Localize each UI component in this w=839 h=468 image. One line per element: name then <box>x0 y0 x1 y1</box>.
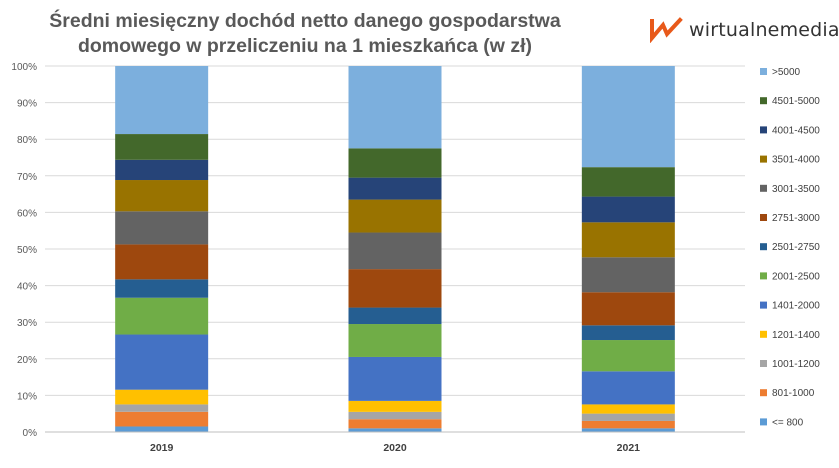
bar-segment <box>581 428 675 432</box>
y-tick-label: 70% <box>17 172 37 183</box>
bar-segment <box>115 211 209 245</box>
y-tick-label: 40% <box>17 282 37 293</box>
legend-swatch <box>760 97 767 105</box>
legend-label: 1401-2000 <box>772 301 820 312</box>
legend-swatch <box>760 68 767 75</box>
y-tick-label: 10% <box>17 391 37 402</box>
y-tick-label: 0% <box>23 428 38 439</box>
legend-label: 4501-5000 <box>772 96 820 107</box>
bar-segment <box>115 180 209 212</box>
y-tick-label: 30% <box>17 318 37 329</box>
bar-segment <box>348 356 442 401</box>
bar-segment <box>115 389 209 405</box>
bar-segment <box>348 428 442 432</box>
bar-segment <box>115 404 209 412</box>
y-tick-label: 20% <box>17 355 37 366</box>
bar-segment <box>348 66 442 149</box>
bar-segment <box>348 199 442 233</box>
bar-segment <box>581 413 675 421</box>
legend-swatch <box>760 214 767 221</box>
bar-segment <box>348 419 442 429</box>
legend-swatch <box>760 330 767 338</box>
legend-label: 1001-1200 <box>772 359 820 370</box>
bar-segment <box>115 244 209 280</box>
legend-label: 801-1000 <box>772 388 815 399</box>
bar-segment <box>115 411 209 427</box>
legend-swatch <box>760 301 767 309</box>
y-tick-label: 60% <box>17 208 37 219</box>
bar-segment <box>348 400 442 412</box>
legend-swatch <box>760 126 767 134</box>
y-tick-label: 100% <box>11 62 37 73</box>
legend-swatch <box>760 243 767 251</box>
chart-title-line-1: Średni miesięczny dochód netto danego go… <box>49 10 561 32</box>
bar-segment <box>115 279 209 298</box>
bar-segment <box>348 148 442 178</box>
bar-segment <box>115 159 209 181</box>
legend-label: 4001-4500 <box>772 125 820 136</box>
bar-segment <box>581 66 675 168</box>
legend-swatch <box>760 155 767 163</box>
bar-segment <box>581 222 675 258</box>
logo-icon <box>650 17 683 43</box>
x-tick-label: 2019 <box>150 442 174 454</box>
legend-swatch <box>760 272 767 280</box>
x-tick-label: 2021 <box>617 442 641 454</box>
legend-label: 2751-3000 <box>772 213 820 224</box>
wirtualnemedia-logo: wirtualnemedia <box>649 17 839 43</box>
legend-swatch <box>760 360 767 367</box>
legend-label: 1201-1400 <box>772 330 820 341</box>
bar-segment <box>348 232 442 270</box>
bar-segment <box>581 257 675 293</box>
y-tick-label: 90% <box>17 99 37 110</box>
legend: >5000 4501-5000 4001-4500 3501-4000 3001-350… <box>760 67 820 428</box>
bar-segment <box>348 177 442 200</box>
bar-segment <box>115 334 209 390</box>
legend-swatch <box>760 418 767 426</box>
legend-swatch <box>760 389 767 397</box>
logo-text: wirtualnemedia <box>689 19 839 41</box>
bar-segment <box>115 297 209 335</box>
bars <box>115 66 675 432</box>
legend-swatch <box>760 184 767 192</box>
chart-title-line-2: domowego w przeliczeniu na 1 mieszkańca … <box>77 35 533 57</box>
x-tick-label: 2020 <box>383 442 407 454</box>
legend-label: 2501-2750 <box>772 242 820 253</box>
bar-segment <box>115 426 209 432</box>
bar-segment <box>348 411 442 420</box>
y-tick-label: 80% <box>17 135 37 146</box>
y-tick-label: 50% <box>17 245 37 256</box>
bar-segment <box>581 325 675 341</box>
legend-label: <= 800 <box>772 417 804 428</box>
legend-label: 3501-4000 <box>772 155 820 166</box>
bar-segment <box>581 404 675 414</box>
axes: 0% 10% 20% 30% 40% 50% 60% 70% 80% 90% 100% 2019 202… <box>11 62 745 454</box>
bar-segment <box>348 307 442 325</box>
bar-segment <box>581 420 675 429</box>
bar-segment <box>348 324 442 357</box>
bar-segment <box>581 371 675 405</box>
bar-segment <box>115 134 209 160</box>
bar-segment <box>581 292 675 326</box>
legend-label: 3001-3500 <box>772 184 820 195</box>
legend-label: 2001-2500 <box>772 271 820 282</box>
bar-segment <box>581 167 675 197</box>
bar-segment <box>581 196 675 223</box>
bar-segment <box>115 66 209 135</box>
bar-segment <box>348 269 442 308</box>
bar-segment <box>581 340 675 372</box>
legend-label: >5000 <box>772 67 801 78</box>
